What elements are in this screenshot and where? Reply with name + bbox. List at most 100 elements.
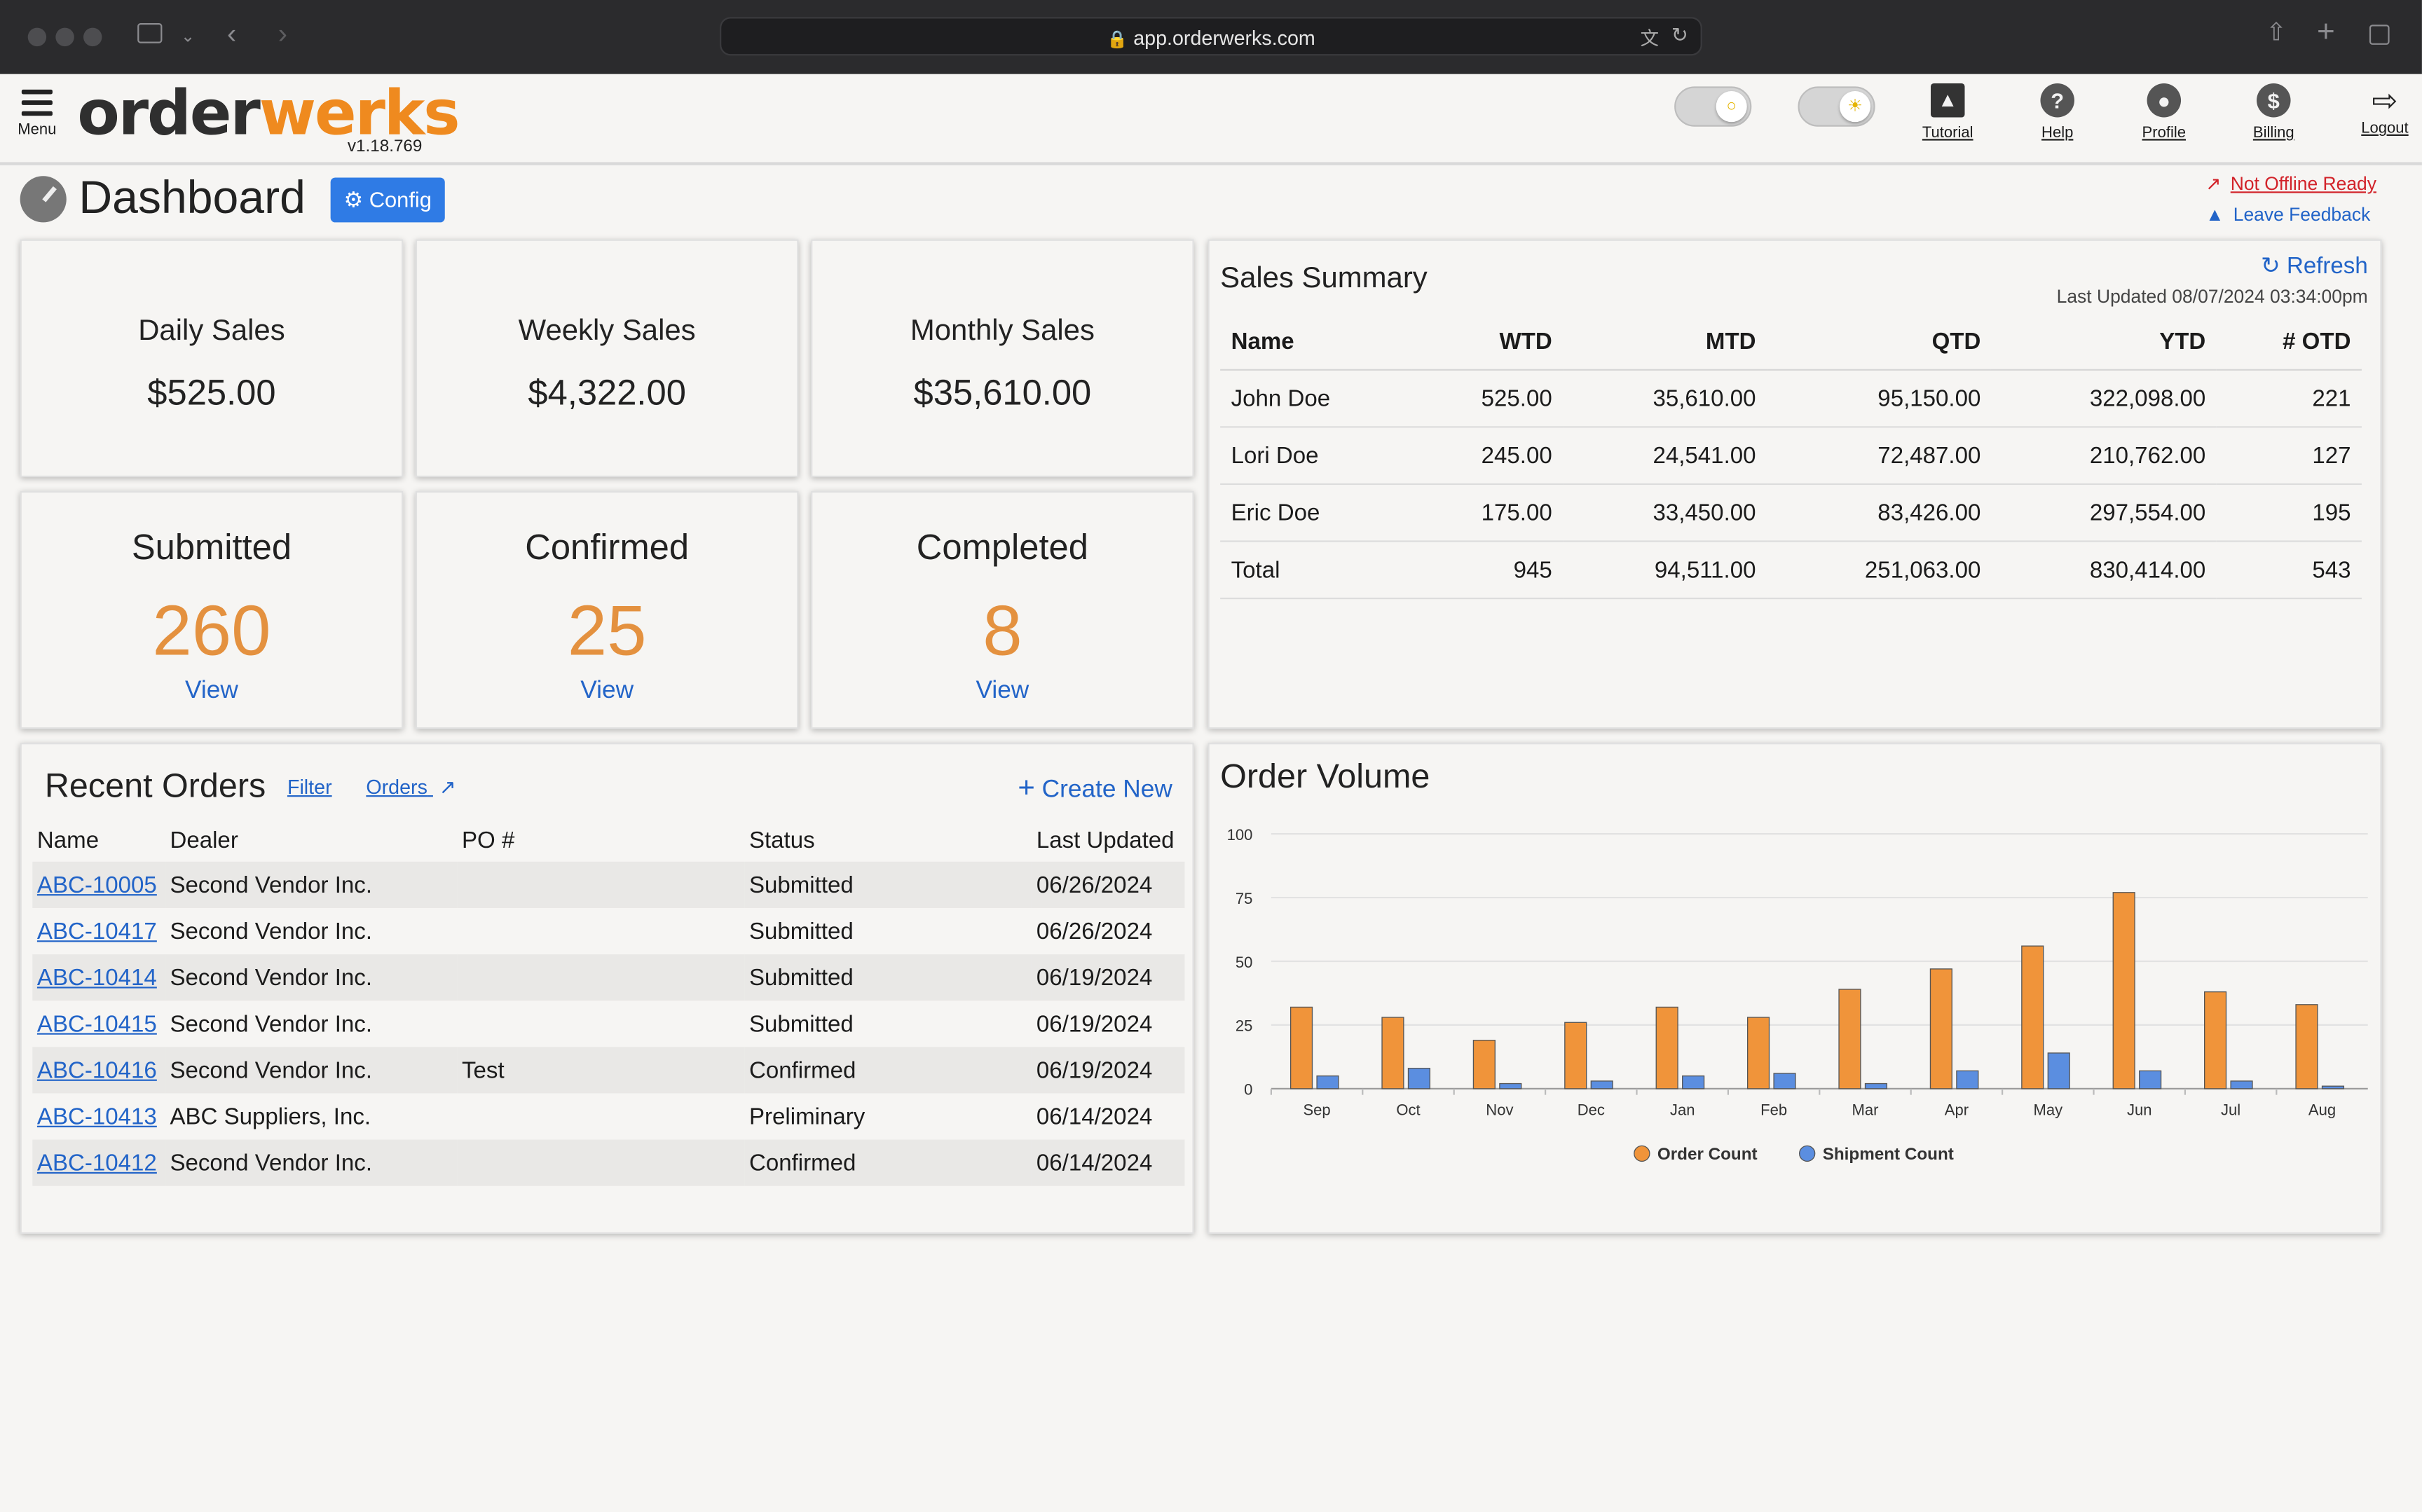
order-link[interactable]: ABC-10416 [36,1057,157,1084]
column-header: PO # [461,827,515,853]
x-tick-label: Oct [1396,1101,1420,1118]
address-bar[interactable]: 🔒 app.orderwerks.com 文 ↻ [720,17,1702,56]
x-tick-label: Jul [2221,1101,2240,1118]
table-row: Lori Doe 245.00 24,541.00 72,487.00 210,… [1220,427,2362,486]
submitted-view-link[interactable]: View [185,678,238,705]
sidebar-toggle-icon[interactable] [137,23,163,43]
bar-order-count [1929,968,1952,1090]
external-link-icon: ↗ [439,775,456,799]
column-header: Dealer [170,827,238,853]
bar-shipment-count [2230,1080,2253,1090]
page-title: Dashboard [78,172,306,224]
config-button[interactable]: ⚙ Config [330,177,445,223]
sales-summary-title: Sales Summary [1220,262,1428,295]
order-volume-chart: 0 25 50 75 100 Sep Oct Nov Dec Jan Feb Mar Apr May Jun… [1227,826,2368,1164]
table-row: ABC-10416 Second Vendor Inc. Test Confir… [32,1047,1185,1094]
bar-shipment-count [2139,1070,2162,1090]
daily-sales-label: Daily Sales [138,315,285,348]
bar-order-count [2021,945,2044,1090]
app-version: v1.18.769 [347,137,423,156]
table-header-row: Name Dealer PO # Status Last Updated [32,818,1184,862]
column-header: QTD [1766,315,1992,371]
table-row: Eric Doe 175.00 33,450.00 83,426.00 297,… [1220,483,2362,542]
order-link[interactable]: ABC-10005 [36,872,157,898]
order-link[interactable]: ABC-10414 [36,964,157,991]
monthly-sales-value: $35,610.00 [913,372,1092,413]
window-zoom-button[interactable] [83,27,102,47]
back-icon[interactable]: ‹ [226,18,237,50]
bar-order-count [1746,1017,1770,1090]
sun-icon: ☀ [1839,91,1871,123]
column-header: # OTD [2216,315,2362,371]
logo[interactable]: orderwerks [77,78,460,150]
menu-button[interactable]: Menu [15,89,59,139]
weekly-sales-value: $4,322.00 [528,372,686,413]
forward-icon[interactable]: › [278,18,287,50]
completed-view-link[interactable]: View [976,678,1029,705]
chevron-down-icon[interactable]: ⌄ [180,27,196,47]
column-header: Last Updated [1036,827,1175,853]
column-header: YTD [1991,315,2217,371]
x-tick-label: Sep [1303,1101,1330,1118]
bar-order-count [1564,1022,1587,1090]
bar-order-count [2112,892,2135,1090]
legend-marker [1634,1145,1650,1162]
x-tick-label: Nov [1486,1101,1513,1118]
confirmed-view-link[interactable]: View [580,678,634,705]
order-link[interactable]: ABC-10415 [36,1010,157,1037]
table-row: ABC-10412 Second Vendor Inc. Confirmed 0… [32,1139,1185,1186]
table-row: ABC-10413 ABC Suppliers, Inc. Preliminar… [36,1103,1153,1130]
bar-shipment-count [1682,1075,1705,1090]
help-icon: ? [2040,83,2074,118]
window-minimize-button[interactable] [55,27,74,47]
gear-icon: ⚙ [343,186,364,212]
orders-link[interactable]: Orders ↗ [366,775,456,799]
recent-orders-title: Recent Orders [44,766,266,805]
create-new-button[interactable]: + Create New [1018,772,1172,805]
order-link[interactable]: ABC-10417 [36,918,157,944]
daily-sales-card: Daily Sales $525.00 [20,239,404,478]
translate-icon[interactable]: 文 [1640,27,1660,50]
bar-shipment-count [1864,1083,1888,1090]
refresh-button[interactable]: ↻ Refresh [2261,253,2368,280]
legend-label: Order Count [1657,1145,1758,1164]
dashboard-gauge-icon [20,176,67,223]
sales-summary-card: Sales Summary ↻ Refresh Last Updated 08/… [1207,239,2382,729]
bar-order-count [1472,1040,1496,1090]
thumbs-up-icon: ▲ [2205,203,2224,226]
plus-icon: + [1018,772,1035,805]
theme-toggle[interactable]: ☀ [1798,86,1875,127]
bar-shipment-count [1316,1075,1339,1090]
window-close-button[interactable] [27,27,47,47]
app-header [0,74,2422,165]
not-offline-ready-link[interactable]: ↗ Not Offline Ready [2205,172,2376,195]
confirmed-label: Confirmed [525,526,690,567]
leave-feedback-link[interactable]: ▲ Leave Feedback [2205,203,2371,226]
bar-order-count [2203,991,2227,1090]
table-row: ABC-10415 Second Vendor Inc. Submitted 0… [36,1010,1153,1037]
billing-button[interactable]: $ Billing [2247,83,2300,142]
reload-icon[interactable]: ↻ [1671,23,1688,47]
recent-orders-table: Name Dealer PO # Status Last Updated ABC… [32,818,1185,1186]
offline-toggle[interactable]: ○ [1674,86,1752,127]
bar-order-count [1655,1006,1678,1090]
order-link[interactable]: ABC-10413 [36,1103,157,1130]
weekly-sales-card: Weekly Sales $4,322.00 [415,239,799,478]
tutorial-button[interactable]: ▲ Tutorial [1915,83,1980,142]
share-icon[interactable]: ⇧ [2266,20,2287,47]
dollar-icon: $ [2257,83,2291,118]
column-header: MTD [1563,315,1767,371]
table-row: ABC-10417 Second Vendor Inc. Submitted 0… [36,918,1153,944]
tabs-overview-icon[interactable] [2369,25,2390,45]
submitted-count: 260 [152,589,271,671]
y-tick-label: 25 [1236,1017,1253,1035]
order-link[interactable]: ABC-10412 [36,1149,157,1176]
logout-button[interactable]: ⇨ Logout [2357,85,2412,137]
help-button[interactable]: ? Help [2032,83,2082,142]
y-tick-label: 50 [1236,954,1253,971]
bar-shipment-count [1590,1080,1613,1090]
profile-button[interactable]: ● Profile [2135,83,2194,142]
filter-link[interactable]: Filter [287,775,332,799]
new-tab-icon[interactable]: + [2317,15,2335,50]
menu-label: Menu [18,122,57,139]
